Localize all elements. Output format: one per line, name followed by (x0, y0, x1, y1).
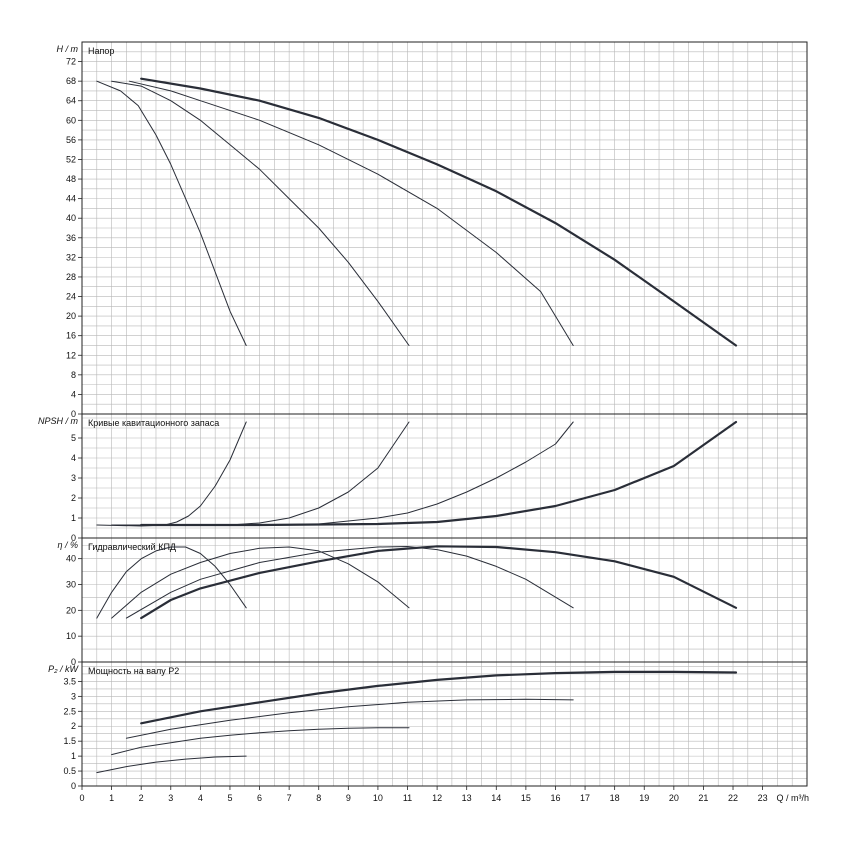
y-tick-label: 40 (66, 213, 76, 223)
efficiency-panel: 0 10 20 30 40 η / % Гидравлический КПД (57, 537, 808, 667)
x-tick-label: 12 (432, 793, 442, 803)
y-tick-label: 32 (66, 252, 76, 262)
y-tick-label: 1 (71, 751, 76, 761)
y-tick-label: 48 (66, 174, 76, 184)
y-axis-label: η / % (57, 540, 78, 550)
x-tick-label: 3 (168, 793, 173, 803)
y-tick-label: 0.5 (63, 766, 76, 776)
y-tick-label: 68 (66, 76, 76, 86)
x-axis: 0 1 2 3 4 5 6 7 8 9 10 11 12 13 14 15 16 17 18 19 20 21 22 23 Q … (79, 786, 809, 803)
y-tick-label: 4 (71, 453, 76, 463)
x-tick-label: 20 (669, 793, 679, 803)
x-tick-label: 9 (346, 793, 351, 803)
x-tick-label: 1 (109, 793, 114, 803)
x-tick-label: 16 (550, 793, 560, 803)
x-tick-label: 5 (227, 793, 232, 803)
y-tick-label: 40 (66, 554, 76, 564)
y-tick-label: 4 (71, 389, 76, 399)
y-tick-label: 56 (66, 135, 76, 145)
x-tick-label: 7 (287, 793, 292, 803)
curve-series-4 (140, 670, 738, 725)
curve-series-3 (128, 80, 574, 346)
y-tick-label: 0 (71, 533, 76, 543)
y-tick-label: 0 (71, 409, 76, 419)
y-tick-label: 20 (66, 605, 76, 615)
x-tick-label: 13 (462, 793, 472, 803)
curve-series-1 (96, 80, 247, 346)
x-tick-label: 14 (491, 793, 501, 803)
npsh-panel: 0 1 2 3 4 5 NPSH / m Кривые кавитационного запа… (38, 413, 808, 543)
x-tick-label: 21 (698, 793, 708, 803)
y-tick-label: 2.5 (63, 706, 76, 716)
y-axis-label: NPSH / m (38, 416, 79, 426)
y-tick-label: 44 (66, 194, 76, 204)
y-tick-label: 5 (71, 433, 76, 443)
x-tick-label: 2 (139, 793, 144, 803)
x-tick-label: 4 (198, 793, 203, 803)
y-tick-label: 3 (71, 473, 76, 483)
y-tick-label: 28 (66, 272, 76, 282)
panel-frame (81, 661, 808, 787)
x-tick-label: 10 (373, 793, 383, 803)
curve-series-1 (96, 421, 247, 527)
panel-title: Кривые кавитационного запаса (88, 418, 219, 428)
curve-series-4 (140, 77, 738, 347)
x-tick-label: 11 (403, 793, 412, 803)
panel-frame (81, 413, 808, 539)
x-tick-label: 6 (257, 793, 262, 803)
x-axis-label: Q / m³/h (776, 793, 809, 803)
y-tick-label: 16 (66, 331, 76, 341)
x-tick-label: 15 (521, 793, 531, 803)
x-tick-label: 18 (610, 793, 620, 803)
curve-series-1 (96, 546, 247, 619)
curve-series-2 (111, 546, 410, 619)
y-tick-label: 1 (71, 513, 76, 523)
power-panel: 0 0.5 1 1.5 2 2.5 3 3.5 P₂ / kW Мощность на валу … (48, 661, 808, 791)
y-tick-label: 60 (66, 115, 76, 125)
y-tick-label: 1.5 (63, 736, 76, 746)
y-tick-label: 0 (71, 657, 76, 667)
x-tick-label: 8 (316, 793, 321, 803)
y-tick-label: 8 (71, 370, 76, 380)
y-axis-label: P₂ / kW (48, 664, 79, 674)
curve-series-2 (111, 727, 410, 756)
panel-title: Мощность на валу P2 (88, 666, 179, 676)
y-tick-label: 30 (66, 580, 76, 590)
x-tick-label: 0 (79, 793, 84, 803)
x-tick-label: 23 (758, 793, 768, 803)
y-axis-label: H / m (57, 44, 79, 54)
y-tick-label: 10 (66, 631, 76, 641)
curve-series-4 (140, 545, 738, 620)
y-tick-label: 24 (66, 292, 76, 302)
y-tick-label: 0 (71, 781, 76, 791)
y-tick-label: 3 (71, 691, 76, 701)
y-tick-label: 3.5 (63, 676, 76, 686)
y-tick-label: 72 (66, 57, 76, 67)
y-tick-label: 12 (66, 350, 76, 360)
curve-series-4 (140, 420, 738, 527)
y-tick-label: 2 (71, 493, 76, 503)
curve-series-1 (96, 755, 247, 774)
y-tick-label: 52 (66, 154, 76, 164)
panel-frame (81, 537, 808, 663)
curve-series-3 (125, 546, 574, 619)
panel-title: Гидравлический КПД (88, 542, 176, 552)
x-tick-label: 19 (639, 793, 649, 803)
panel-title: Напор (88, 46, 114, 56)
x-tick-label: 17 (580, 793, 590, 803)
y-tick-label: 2 (71, 721, 76, 731)
y-tick-label: 36 (66, 233, 76, 243)
curve-series-3 (125, 421, 574, 526)
x-tick-label: 22 (728, 793, 738, 803)
curve-series-2 (111, 80, 410, 346)
y-tick-label: 64 (66, 96, 76, 106)
y-tick-label: 20 (66, 311, 76, 321)
curve-series-3 (125, 698, 574, 739)
